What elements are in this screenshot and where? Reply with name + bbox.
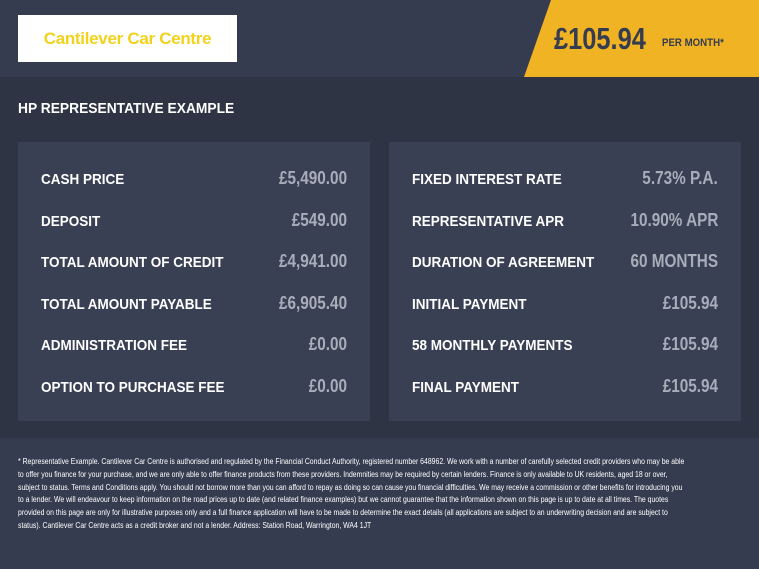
finance-row: TOTAL AMOUNT OF CREDIT £4,941.00 — [41, 251, 347, 293]
row-label: INITIAL PAYMENT — [412, 295, 527, 313]
finance-row: TOTAL AMOUNT PAYABLE £6,905.40 — [41, 293, 347, 335]
finance-panel-right: FIXED INTEREST RATE 5.73% P.A. REPRESENTA… — [389, 142, 741, 421]
row-value: £0.00 — [308, 375, 347, 396]
finance-row: INITIAL PAYMENT £105.94 — [412, 293, 718, 335]
monthly-price-badge: £105.94 PER MONTH* — [524, 0, 759, 77]
finance-row: DURATION OF AGREEMENT 60 MONTHS — [412, 251, 718, 293]
row-label: FINAL PAYMENT — [412, 378, 520, 396]
finance-row: REPRESENTATIVE APR 10.90% APR — [412, 210, 718, 252]
header-bar: Cantilever Car Centre £105.94 PER MONTH* — [0, 0, 759, 77]
row-label: REPRESENTATIVE APR — [412, 212, 565, 230]
finance-row: DEPOSIT £549.00 — [41, 210, 347, 252]
row-value: 60 MONTHS — [630, 251, 718, 271]
per-month-label: PER MONTH* — [662, 36, 724, 49]
disclaimer-footer: * Representative Example. Cantilever Car… — [0, 438, 759, 569]
row-label: DEPOSIT — [41, 212, 101, 230]
row-value: £105.94 — [662, 375, 718, 396]
row-value: £105.94 — [662, 292, 718, 313]
disclaimer-text: * Representative Example. Cantilever Car… — [18, 457, 685, 530]
row-value: £0.00 — [308, 334, 347, 354]
finance-row: OPTION TO PURCHASE FEE £0.00 — [41, 376, 347, 418]
row-value: 5.73% P.A. — [642, 168, 718, 188]
finance-row: ADMINISTRATION FEE £0.00 — [41, 334, 347, 376]
row-label: 58 MONTHLY PAYMENTS — [412, 337, 573, 354]
finance-row: 58 MONTHLY PAYMENTS £105.94 — [412, 334, 718, 376]
row-label: TOTAL AMOUNT PAYABLE — [41, 295, 212, 313]
section-title: HP REPRESENTATIVE EXAMPLE — [18, 100, 235, 117]
row-label: FIXED INTEREST RATE — [412, 171, 562, 188]
row-value: £5,490.00 — [278, 168, 347, 188]
logo[interactable]: Cantilever Car Centre — [18, 15, 237, 62]
row-label: DURATION OF AGREEMENT — [412, 254, 595, 271]
finance-row: FIXED INTEREST RATE 5.73% P.A. — [412, 168, 718, 210]
row-label: ADMINISTRATION FEE — [41, 337, 187, 354]
monthly-price: £105.94 — [554, 20, 646, 56]
row-label: CASH PRICE — [41, 171, 125, 188]
finance-row: CASH PRICE £5,490.00 — [41, 168, 347, 210]
row-value: 10.90% APR — [630, 209, 718, 230]
row-label: OPTION TO PURCHASE FEE — [41, 378, 225, 396]
row-label: TOTAL AMOUNT OF CREDIT — [41, 254, 224, 271]
finance-row: FINAL PAYMENT £105.94 — [412, 376, 718, 418]
row-value: £6,905.40 — [278, 292, 347, 313]
row-value: £4,941.00 — [278, 251, 347, 271]
row-value: £549.00 — [291, 209, 347, 230]
row-value: £105.94 — [662, 334, 718, 354]
finance-panel-left: CASH PRICE £5,490.00 DEPOSIT £549.00 TOTAL… — [18, 142, 370, 421]
logo-text: Cantilever Car Centre — [43, 28, 212, 48]
